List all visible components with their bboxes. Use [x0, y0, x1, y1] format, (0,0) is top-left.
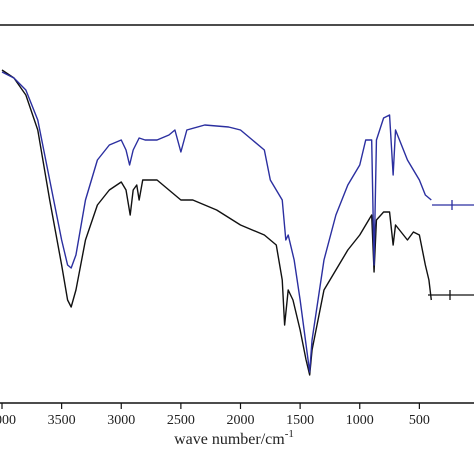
spectrum-line: [1, 71, 432, 373]
x-tick-label: 1000: [346, 413, 374, 428]
x-tick-label: 2000: [227, 413, 255, 428]
spectrum-line: [1, 69, 432, 376]
x-tick-label: 500: [409, 413, 430, 428]
x-axis-label: wave number/cm-1: [174, 428, 294, 448]
x-axis-label-sup: -1: [285, 428, 294, 440]
x-tick-label: 2500: [167, 413, 195, 428]
x-tick-label: 3500: [48, 413, 76, 428]
x-tick-label: 1500: [286, 413, 314, 428]
x-tick-label: 3000: [107, 413, 135, 428]
x-tick-label: 4000: [0, 413, 16, 428]
x-axis-label-text: wave number/cm: [174, 431, 285, 448]
plot-area: [1, 69, 432, 376]
